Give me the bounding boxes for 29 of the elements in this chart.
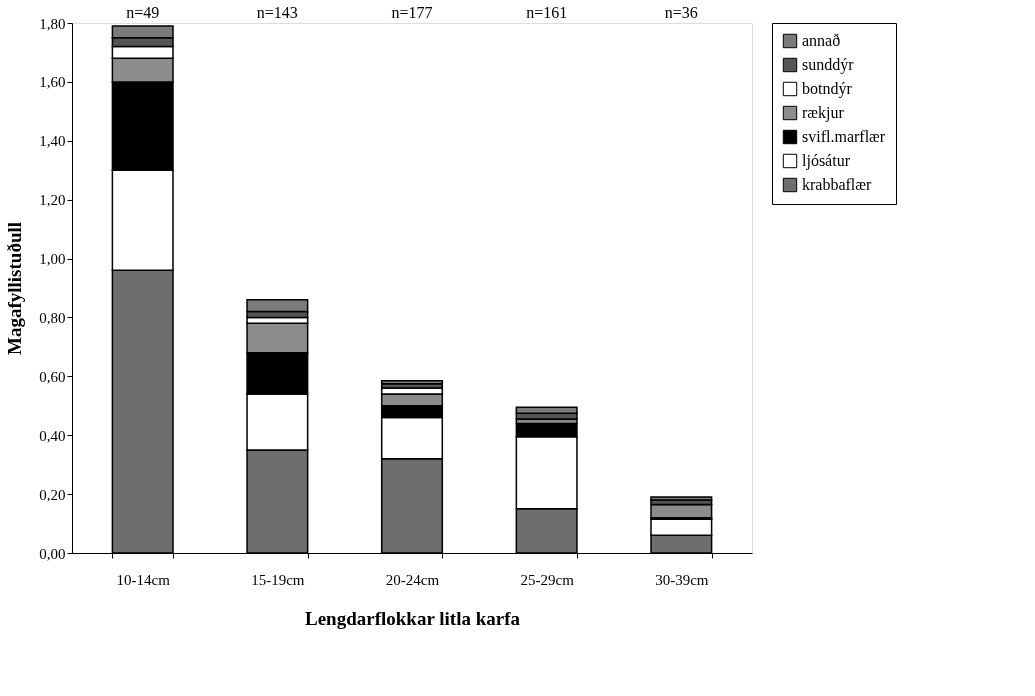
x-tick-label: 10-14cm (116, 571, 171, 588)
y-axis-title: Magafyllistuðull (4, 221, 26, 356)
text: n=49 (126, 4, 160, 21)
x-axis-title: Lengdarflokkar litla karfa (305, 607, 521, 629)
legend-label: annað (802, 32, 841, 49)
y-tick-label: 1,80 (39, 15, 66, 32)
legend-label: krabbaflær (802, 176, 872, 193)
y-tick-label: 0,20 (39, 486, 66, 503)
y-tick-label: 1,60 (39, 74, 66, 91)
x-tick-label: 30-39cm (655, 571, 709, 588)
legend-label: ljósátur (802, 152, 851, 170)
y-tick-label: 0,60 (39, 368, 66, 385)
text: n=177 (391, 4, 433, 21)
y-tick-label: 0,80 (39, 309, 66, 326)
text: n=161 (526, 4, 568, 21)
y-tick-label: 1,00 (39, 251, 66, 268)
y-tick-label: 0,00 (39, 545, 66, 562)
x-tick-label: 25-29cm (520, 571, 575, 588)
legend-label: sunddýr (802, 56, 855, 74)
legend-label: rækjur (802, 104, 845, 122)
text: n=143 (256, 4, 298, 21)
legend-label: svifl.marflær (802, 128, 886, 145)
y-tick-label: 1,20 (39, 192, 66, 209)
y-tick-label: 1,40 (39, 133, 66, 150)
y-tick-label: 0,40 (39, 427, 66, 444)
x-tick-label: 20-24cm (385, 571, 440, 588)
text: n=36 (664, 4, 698, 21)
x-tick-label: 15-19cm (251, 571, 305, 588)
legend-label: botndýr (802, 80, 853, 98)
